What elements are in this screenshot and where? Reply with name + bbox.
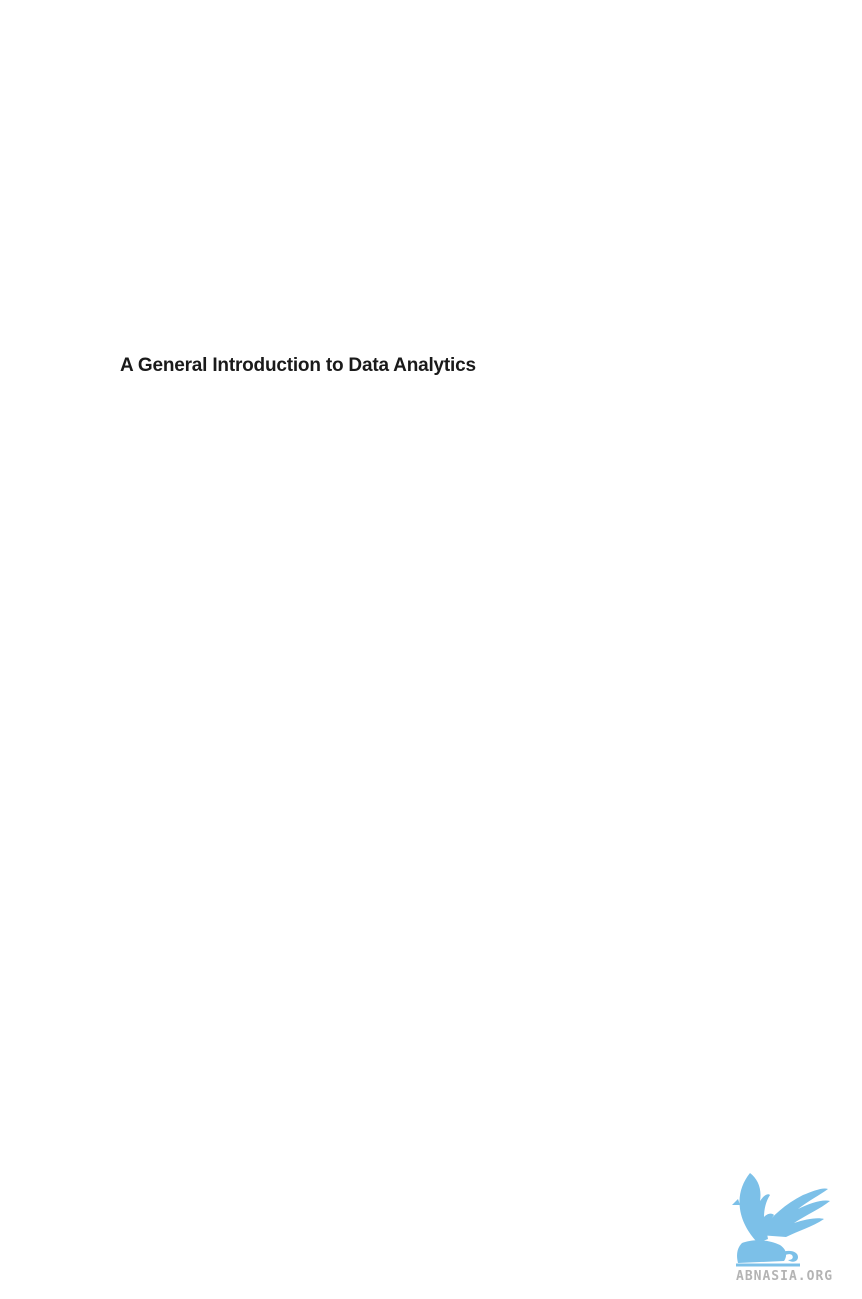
watermark: ABNASIA.ORG	[728, 1165, 860, 1295]
book-title: A General Introduction to Data Analytics	[120, 355, 476, 376]
watermark-text: ABNASIA.ORG	[736, 1269, 834, 1284]
griffin-logo-icon	[732, 1173, 830, 1267]
